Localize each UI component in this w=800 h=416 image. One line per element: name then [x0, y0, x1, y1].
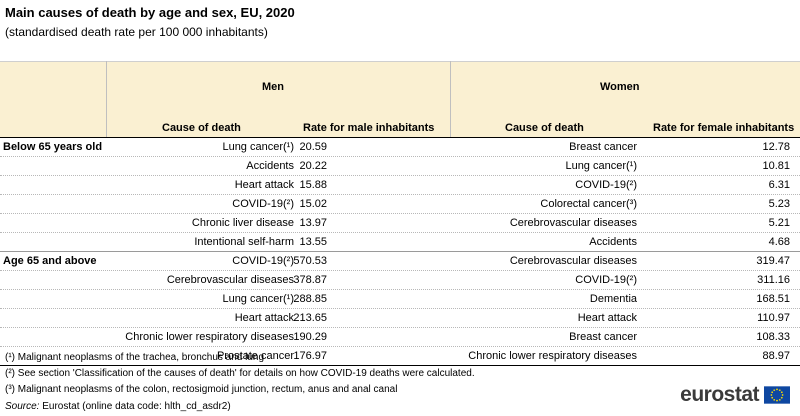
men-rate-cell: 176.97: [293, 350, 327, 362]
row-group-label: Age 65 and above: [3, 255, 97, 267]
women-cause-cell: Heart attack: [577, 312, 637, 324]
table-row: COVID-19(²) 15.02 Colorectal cancer(³) 5…: [0, 195, 800, 214]
group-header-men: Men: [262, 81, 284, 93]
source-note: Source: Eurostat (online data code: hlth…: [5, 401, 231, 412]
men-rate-cell: 213.65: [293, 312, 327, 324]
table-row: Below 65 years old Lung cancer(¹) 20.59 …: [0, 138, 800, 157]
men-rate-cell: 20.59: [299, 141, 327, 153]
men-rate-cell: 13.97: [299, 217, 327, 229]
men-cause-cell: COVID-19(²): [232, 255, 294, 267]
men-rate-cell: 13.55: [299, 236, 327, 248]
men-rate-cell: 378.87: [293, 274, 327, 286]
men-rate-cell: 20.22: [299, 160, 327, 172]
column-header-women-cause: Cause of death: [505, 122, 584, 134]
eurostat-logo: eurostat: [680, 383, 790, 406]
table-row: Cerebrovascular diseases 378.87 COVID-19…: [0, 271, 800, 290]
men-rate-cell: 15.02: [299, 198, 327, 210]
footnote-1: (¹) Malignant neoplasms of the trachea, …: [5, 352, 265, 363]
table-row: Chronic lower respiratory diseases 190.2…: [0, 328, 800, 347]
table-row: Intentional self-harm 13.55 Accidents 4.…: [0, 233, 800, 252]
table-body: Below 65 years old Lung cancer(¹) 20.59 …: [0, 138, 800, 366]
men-cause-cell: Accidents: [246, 160, 294, 172]
men-cause-cell: Heart attack: [234, 312, 294, 324]
footnote-3: (³) Malignant neoplasms of the colon, re…: [5, 384, 398, 395]
women-rate-cell: 110.97: [757, 312, 790, 324]
men-cause-cell: Intentional self-harm: [194, 236, 294, 248]
men-rate-cell: 288.85: [293, 293, 327, 305]
women-cause-cell: COVID-19(²): [575, 274, 637, 286]
table-row: Heart attack 213.65 Heart attack 110.97: [0, 309, 800, 328]
table-row: Lung cancer(¹) 288.85 Dementia 168.51: [0, 290, 800, 309]
women-cause-cell: Colorectal cancer(³): [540, 198, 637, 210]
women-rate-cell: 6.31: [768, 179, 790, 191]
column-header-women-rate: Rate for female inhabitants: [653, 122, 795, 134]
men-rate-cell: 15.88: [299, 179, 327, 191]
men-cause-cell: Lung cancer(¹): [222, 141, 294, 153]
column-header-men-rate: Rate for male inhabitants: [303, 122, 435, 134]
women-rate-cell: 10.81: [762, 160, 790, 172]
source-text: Eurostat (online data code: hlth_cd_asdr…: [39, 401, 231, 412]
table-title: Main causes of death by age and sex, EU,…: [5, 5, 295, 20]
men-cause-cell: Chronic lower respiratory diseases: [125, 331, 294, 343]
women-cause-cell: Cerebrovascular diseases: [509, 255, 637, 267]
footnote-2: (²) See section 'Classification of the c…: [5, 368, 475, 379]
women-rate-cell: 5.21: [768, 217, 790, 229]
women-cause-cell: COVID-19(²): [575, 179, 637, 191]
table-row: Accidents 20.22 Lung cancer(¹) 10.81: [0, 157, 800, 176]
group-header-women: Women: [600, 81, 640, 93]
men-cause-cell: Lung cancer(¹): [222, 293, 294, 305]
women-rate-cell: 319.47: [756, 255, 790, 267]
table-row: Prostate cancer 176.97 Chronic lower res…: [0, 347, 800, 366]
table-header-band: [0, 61, 800, 138]
women-rate-cell: 108.33: [756, 331, 790, 343]
women-rate-cell: 5.23: [768, 198, 790, 210]
women-cause-cell: Breast cancer: [569, 141, 637, 153]
men-cause-cell: Prostate cancer: [216, 350, 294, 362]
women-rate-cell: 12.78: [762, 141, 790, 153]
women-cause-cell: Dementia: [589, 293, 637, 305]
eu-flag-icon: [764, 386, 790, 404]
women-rate-cell: 168.51: [756, 293, 790, 305]
logo-wordmark: eurostat: [680, 383, 759, 406]
women-cause-cell: Lung cancer(¹): [565, 160, 637, 172]
row-group-label: Below 65 years old: [3, 141, 103, 153]
column-header-men-cause: Cause of death: [162, 122, 241, 134]
table-row: Age 65 and above COVID-19(²) 570.53 Cere…: [0, 252, 800, 271]
women-rate-cell: 4.68: [768, 236, 790, 248]
men-cause-cell: Cerebrovascular diseases: [166, 274, 294, 286]
men-cause-cell: Heart attack: [234, 179, 294, 191]
table-row: Chronic liver disease 13.97 Cerebrovascu…: [0, 214, 800, 233]
women-cause-cell: Chronic lower respiratory diseases: [468, 350, 637, 362]
women-cause-cell: Cerebrovascular diseases: [509, 217, 637, 229]
men-rate-cell: 570.53: [293, 255, 327, 267]
women-cause-cell: Accidents: [589, 236, 637, 248]
men-cause-cell: Chronic liver disease: [191, 217, 294, 229]
table-subtitle: (standardised death rate per 100 000 inh…: [5, 25, 268, 39]
women-cause-cell: Breast cancer: [569, 331, 637, 343]
men-rate-cell: 190.29: [293, 331, 327, 343]
women-rate-cell: 88.97: [762, 350, 790, 362]
source-label: Source:: [5, 401, 40, 412]
table-row: Heart attack 15.88 COVID-19(²) 6.31: [0, 176, 800, 195]
women-rate-cell: 311.16: [757, 274, 790, 286]
men-cause-cell: COVID-19(²): [232, 198, 294, 210]
